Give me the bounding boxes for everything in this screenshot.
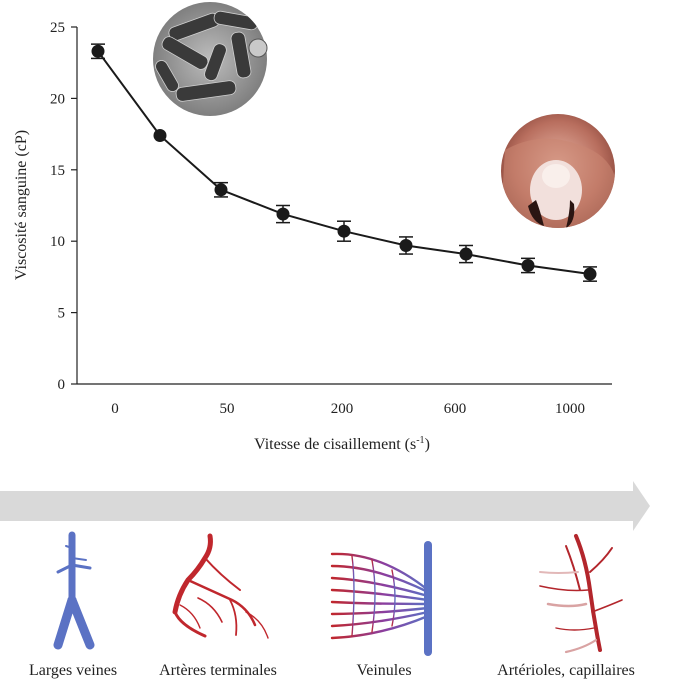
y-tick-label: 5 [58,306,66,322]
chart: 0 5 10 15 20 25 0 50 200 600 1000 Viscosité sangu… [13,20,612,453]
shear-rate-arrow [0,481,650,531]
x-tick-label: 200 [331,401,354,417]
y-tick-label: 25 [50,20,65,36]
data-point [521,257,535,274]
large-veins-illustration [53,531,95,650]
data-point [399,236,413,255]
vessel-label-arterioles-capillaries: Artérioles, capillaires [497,662,635,679]
x-tick-label: 0 [111,401,119,417]
x-axis-label-superscript: -1 [416,435,424,446]
y-tick-label: 20 [50,91,65,107]
marker [337,224,351,238]
data-point [153,129,167,143]
marker [91,44,105,58]
x-ticks: 0 50 200 600 1000 [111,401,585,417]
capillary-inset [501,114,615,228]
vessel-label-terminal-arteries: Artères terminales [159,662,277,679]
x-tick-label: 600 [444,401,467,417]
venules-illustration [330,541,432,656]
marker [153,129,167,143]
y-axis-label: Viscosité sanguine (cP) [13,130,30,280]
marker [583,267,597,281]
x-axis-label: Vitesse de cisaillement (s-1) [254,435,430,453]
vessel-label-venules: Veinules [356,662,411,679]
data-points [91,43,597,282]
terminal-arteries-illustration [172,533,269,639]
marker [214,183,228,197]
y-ticks: 0 5 10 15 20 25 [50,20,77,393]
data-point [337,220,351,242]
marker [276,207,290,221]
data-point [214,181,228,198]
marker [399,238,413,252]
y-tick-label: 15 [50,163,65,179]
data-point [91,43,105,60]
y-tick-label: 0 [58,377,66,393]
marker [521,258,535,272]
data-point [276,204,290,224]
data-point [459,244,473,264]
vessel-label-large-veins: Larges veines [29,662,117,679]
data-point [583,266,597,282]
marker [459,247,473,261]
x-tick-label: 50 [220,401,235,417]
arterioles-capillaries-illustration [539,534,623,654]
x-tick-label: 1000 [555,401,585,417]
rbc-rouleaux-inset [153,2,268,116]
y-tick-label: 10 [50,234,65,250]
